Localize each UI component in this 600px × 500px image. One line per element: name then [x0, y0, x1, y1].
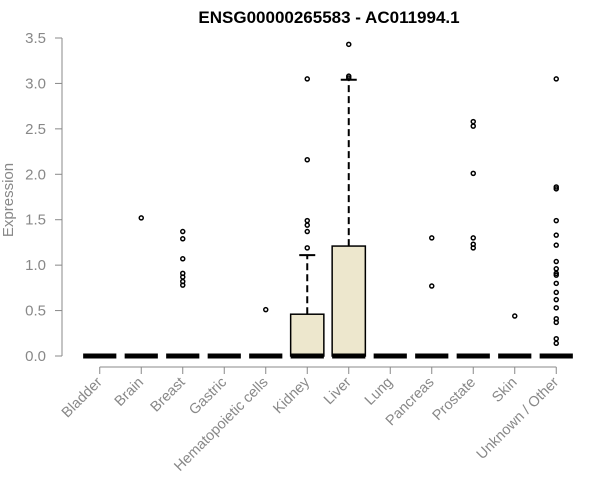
x-tick-label: Brain [112, 375, 147, 410]
box-group-brain [124, 215, 158, 359]
outlier-point [304, 245, 310, 251]
box-group-pancreas [415, 235, 449, 359]
x-tick-label: Breast [148, 375, 189, 416]
y-axis: 0.0 0.5 1.0 1.5 2.0 2.5 3.0 3.5 [25, 30, 63, 365]
plot-area [83, 41, 573, 359]
box-group-breast [166, 228, 200, 359]
outlier-point [553, 76, 559, 82]
box-group-prostate [456, 118, 490, 359]
box-group-skin [498, 313, 532, 359]
outlier-point [346, 75, 352, 81]
outlier-point [553, 242, 559, 248]
outlier-point [304, 217, 310, 224]
outlier-point [553, 266, 559, 272]
outlier-point [553, 280, 559, 287]
y-tick-label: 2.5 [25, 121, 46, 138]
outlier-point [304, 228, 310, 235]
outlier-point [429, 235, 435, 241]
box-group-liver [331, 41, 367, 359]
outlier-point [470, 235, 476, 241]
box-group-unknown-other [539, 76, 573, 359]
outlier-point [553, 340, 559, 347]
y-tick-label: 2.0 [25, 166, 46, 183]
outlier-point [553, 232, 559, 238]
box-rect [331, 245, 367, 357]
box-group-hematopoietic-cells [249, 306, 283, 359]
outlier-point [553, 305, 559, 311]
y-tick-label: 1.0 [25, 257, 46, 274]
outlier-point [512, 313, 518, 319]
outlier-point [470, 123, 476, 129]
outlier-point [180, 274, 186, 280]
outlier-point [180, 236, 186, 242]
x-tick-label: Skin [489, 375, 520, 406]
outlier-point [180, 256, 186, 262]
outlier-point [553, 296, 559, 303]
x-tick-label: Kidney [270, 374, 313, 417]
outlier-point [304, 76, 310, 82]
box-rect [289, 313, 325, 357]
chart-title: ENSG00000265583 - AC011994.1 [198, 8, 459, 27]
outlier-point [553, 258, 559, 265]
outlier-point [470, 170, 476, 177]
outlier-point [138, 215, 144, 221]
box-group-kidney [289, 76, 325, 359]
outlier-point [304, 222, 310, 228]
x-tick-label: Liver [321, 374, 355, 408]
outlier-point [180, 228, 186, 235]
outlier-point [553, 217, 559, 224]
outlier-point [553, 289, 559, 296]
y-tick-label: 3.5 [25, 30, 46, 47]
outlier-point [470, 118, 476, 125]
y-tick-label: 0.0 [25, 348, 46, 365]
y-axis-label: Expression [0, 163, 17, 237]
x-tick-label: Bladder [59, 374, 106, 421]
x-tick-label: Prostate [430, 375, 479, 424]
y-tick-label: 0.5 [25, 303, 46, 320]
outlier-point [263, 306, 269, 313]
x-tick-label: Lung [362, 375, 396, 409]
y-tick-label: 3.0 [25, 75, 46, 92]
outlier-point [553, 335, 559, 342]
outlier-point [346, 41, 352, 48]
y-tick-label: 1.5 [25, 212, 46, 229]
outlier-point [553, 186, 559, 192]
outlier-point [553, 272, 559, 278]
outlier-point [180, 282, 186, 288]
outlier-point [304, 156, 310, 163]
outlier-point [553, 319, 559, 326]
outlier-point [470, 245, 476, 251]
outlier-point [429, 283, 435, 289]
